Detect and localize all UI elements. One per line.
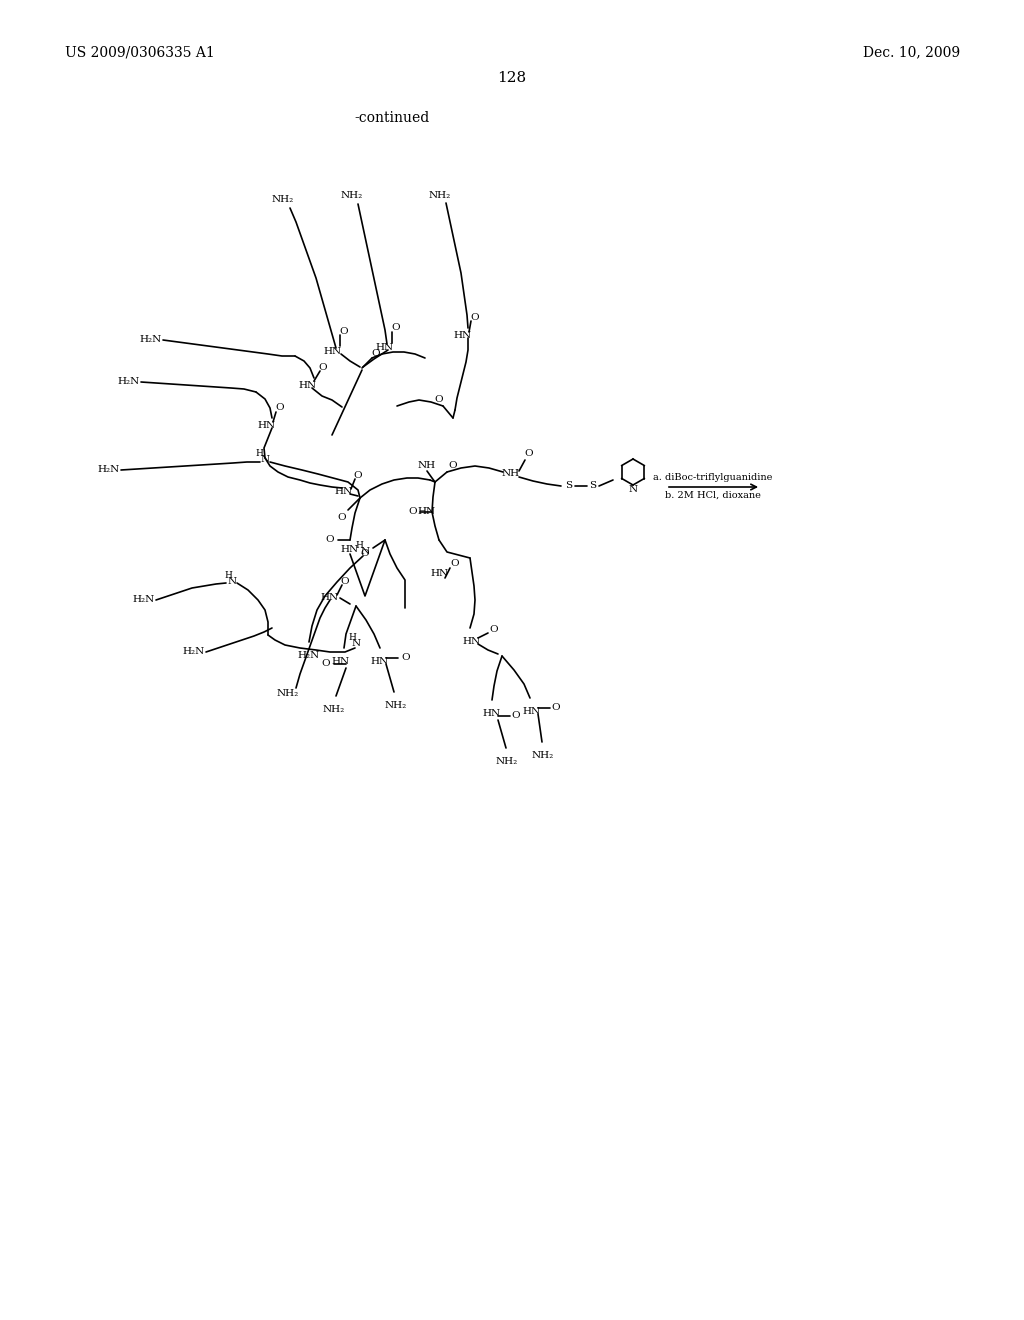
Text: O: O [489,624,499,634]
Text: HN: HN [335,487,353,496]
Text: O: O [401,653,411,663]
Text: Dec. 10, 2009: Dec. 10, 2009 [863,45,961,59]
Text: HN: HN [371,656,389,665]
Text: H₂N: H₂N [139,335,162,345]
Text: O: O [451,560,460,569]
Text: H₂N: H₂N [298,651,321,660]
Text: H₂N: H₂N [133,595,155,605]
Text: HN: HN [418,507,436,516]
Text: HN: HN [483,709,501,718]
Text: H₂N: H₂N [118,378,140,387]
Text: HN: HN [454,330,472,339]
Text: O: O [449,462,458,470]
Text: NH₂: NH₂ [341,191,364,201]
Text: NH₂: NH₂ [429,190,452,199]
Text: HN: HN [523,706,541,715]
Text: S: S [565,482,572,491]
Text: O: O [392,323,400,333]
Text: O: O [360,549,370,558]
Text: N: N [227,577,237,586]
Text: O: O [340,326,348,335]
Text: N: N [360,548,370,557]
Text: O: O [322,660,331,668]
Text: O: O [409,507,418,516]
Text: NH₂: NH₂ [276,689,299,698]
Text: 128: 128 [498,71,526,84]
Text: HN: HN [332,656,350,665]
Text: HN: HN [463,636,481,645]
Text: a. diBoc-triflylguanidine: a. diBoc-triflylguanidine [653,473,773,482]
Text: N: N [351,639,360,648]
Text: S: S [590,482,597,491]
Text: O: O [552,704,560,713]
Text: NH₂: NH₂ [496,756,518,766]
Text: H₂N: H₂N [182,648,205,656]
Text: H: H [224,570,232,579]
Text: NH₂: NH₂ [531,751,554,760]
Text: O: O [524,450,534,458]
Text: O: O [341,577,349,586]
Text: NH₂: NH₂ [272,195,294,205]
Text: O: O [338,513,346,523]
Text: HN: HN [258,421,276,429]
Text: HN: HN [324,346,342,355]
Text: HN: HN [341,545,359,554]
Text: H₂N: H₂N [97,466,120,474]
Text: HN: HN [431,569,450,578]
Text: H: H [348,634,356,643]
Text: b. 2M HCl, dioxane: b. 2M HCl, dioxane [665,491,761,499]
Text: US 2009/0306335 A1: US 2009/0306335 A1 [65,45,215,59]
Text: HN: HN [376,342,394,351]
Text: N: N [260,455,269,465]
Text: N: N [629,486,638,495]
Text: HN: HN [299,380,317,389]
Text: HN: HN [321,594,339,602]
Text: O: O [512,711,520,721]
Text: O: O [318,363,328,371]
Text: O: O [471,313,479,322]
Text: H: H [355,541,362,550]
Text: NH₂: NH₂ [323,705,345,714]
Text: O: O [372,350,380,359]
Text: NH: NH [418,462,436,470]
Text: NH₂: NH₂ [385,701,408,710]
Text: O: O [353,470,362,479]
Text: -continued: -continued [354,111,430,125]
Text: NH: NH [502,470,520,479]
Text: O: O [275,404,285,412]
Text: O: O [326,536,334,544]
Text: O: O [434,396,443,404]
Text: H: H [255,450,263,458]
